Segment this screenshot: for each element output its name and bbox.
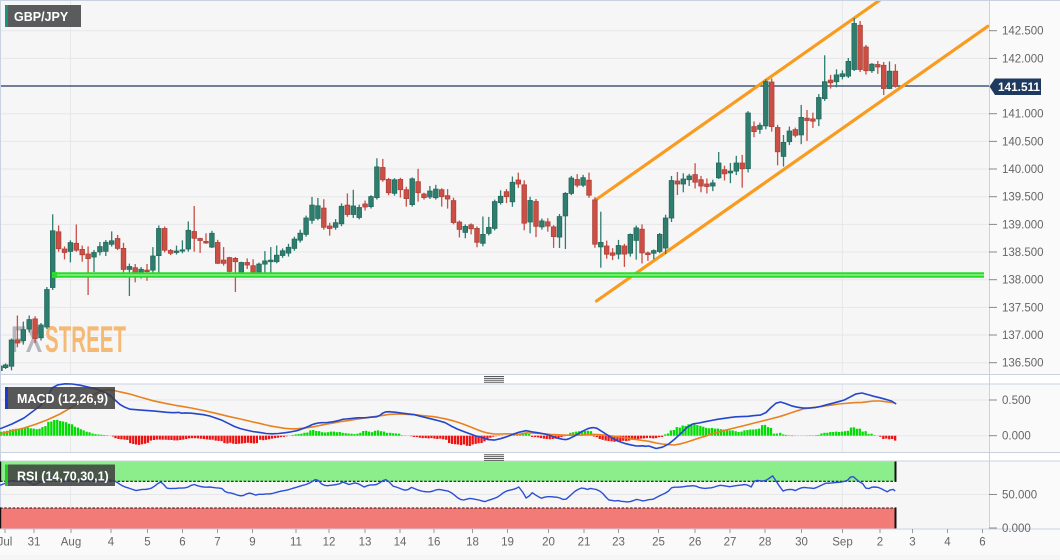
svg-text:13: 13: [359, 537, 372, 549]
svg-text:20: 20: [542, 537, 555, 549]
svg-text:136.500: 136.500: [1002, 358, 1044, 370]
svg-text:31: 31: [28, 537, 41, 549]
svg-text:26: 26: [689, 537, 702, 549]
svg-text:Jul: Jul: [0, 537, 12, 549]
svg-text:Sep: Sep: [832, 537, 852, 549]
svg-text:0.000: 0.000: [1002, 431, 1031, 443]
svg-text:25: 25: [652, 537, 665, 549]
svg-text:139.500: 139.500: [1002, 192, 1044, 204]
svg-text:19: 19: [501, 537, 514, 549]
svg-text:140.000: 140.000: [1002, 164, 1044, 176]
svg-text:30: 30: [795, 537, 808, 549]
svg-text:18: 18: [466, 537, 479, 549]
svg-text:12: 12: [323, 537, 336, 549]
svg-text:11: 11: [290, 537, 302, 549]
svg-text:4: 4: [944, 537, 951, 549]
svg-text:141.511: 141.511: [998, 80, 1040, 94]
svg-text:28: 28: [759, 537, 772, 549]
svg-text:142.000: 142.000: [1002, 53, 1044, 65]
svg-text:0.500: 0.500: [1002, 395, 1031, 407]
svg-text:4: 4: [108, 537, 115, 549]
svg-text:5: 5: [144, 537, 150, 549]
svg-text:0.000: 0.000: [1002, 523, 1031, 535]
svg-text:MACD (12,26,9): MACD (12,26,9): [17, 392, 108, 406]
svg-text:RSI (14,70,30,1): RSI (14,70,30,1): [17, 470, 109, 484]
svg-text:137.000: 137.000: [1002, 330, 1044, 342]
svg-text:9: 9: [249, 537, 255, 549]
svg-text:STREET: STREET: [45, 319, 126, 360]
svg-text:3: 3: [909, 537, 915, 549]
svg-text:14: 14: [394, 537, 407, 549]
svg-text:23: 23: [612, 537, 625, 549]
svg-text:2: 2: [877, 537, 883, 549]
svg-text:Aug: Aug: [61, 537, 81, 549]
svg-text:GBP/JPY: GBP/JPY: [14, 10, 69, 24]
svg-text:6: 6: [979, 537, 985, 549]
svg-text:21: 21: [578, 537, 591, 549]
svg-text:141.000: 141.000: [1002, 109, 1044, 121]
svg-text:137.500: 137.500: [1002, 302, 1044, 314]
svg-text:27: 27: [724, 537, 737, 549]
svg-text:50.000: 50.000: [1002, 490, 1037, 502]
svg-text:138.500: 138.500: [1002, 247, 1044, 259]
svg-text:7: 7: [214, 537, 220, 549]
svg-text:6: 6: [179, 537, 185, 549]
svg-text:139.000: 139.000: [1002, 219, 1044, 231]
svg-text:138.000: 138.000: [1002, 275, 1044, 287]
svg-text:142.500: 142.500: [1002, 26, 1044, 38]
svg-text:16: 16: [428, 537, 441, 549]
svg-text:140.500: 140.500: [1002, 136, 1044, 148]
